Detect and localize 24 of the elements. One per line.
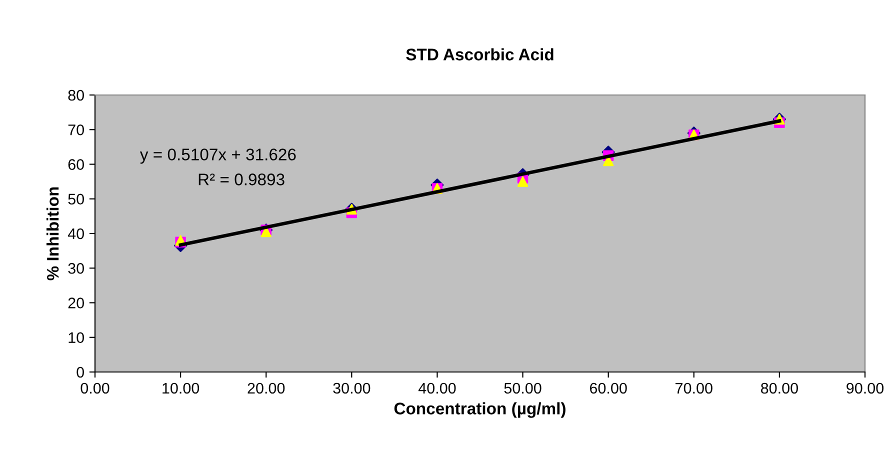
y-tick-label: 30 — [68, 262, 84, 274]
x-tick-label: 80.00 — [760, 382, 798, 394]
annotation: R² = 0.9893 — [198, 174, 284, 186]
x-tick-label: 30.00 — [333, 382, 370, 394]
x-tick-label: 40.00 — [418, 382, 456, 394]
x-tick-label: 60.00 — [590, 382, 627, 394]
y-tick-label: 10 — [68, 332, 84, 344]
y-tick-label: 40 — [68, 228, 84, 240]
x-tick-label: 0.00 — [80, 382, 110, 394]
annotation: y = 0.5107x + 31.626 — [140, 148, 296, 164]
x-tick-label: 10.00 — [162, 382, 200, 394]
y-axis-title: % Inhibition — [46, 187, 59, 280]
chart-title: STD Ascorbic Acid — [406, 48, 554, 60]
y-tick-label: 20 — [68, 298, 84, 308]
x-axis-title: Concentration (µg/ml) — [394, 402, 566, 418]
x-tick-label: 20.00 — [248, 382, 285, 394]
y-tick-label: 0 — [76, 366, 84, 378]
y-tick-label: 70 — [68, 124, 84, 136]
y-tick-label: 50 — [68, 194, 84, 205]
y-tick-label: 60 — [68, 159, 84, 170]
x-tick-label: 90.00 — [846, 382, 884, 394]
y-tick-label: 80 — [68, 90, 84, 101]
x-tick-label: 70.00 — [676, 382, 712, 394]
x-tick-label: 50.00 — [504, 382, 542, 394]
